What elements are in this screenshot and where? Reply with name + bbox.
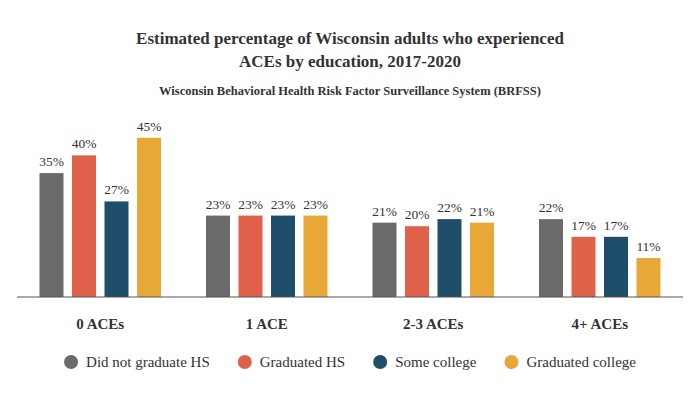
data-labels: 35% 23% 21% 22% 40% 23% 20% 17% 27% 23% 22% 17% 45% 2… [39, 119, 661, 254]
title-line: Estimated percentage of Wisconsin adults… [136, 29, 564, 48]
legend-swatch [373, 355, 387, 369]
category-label: 4+ ACEs [572, 316, 629, 332]
bar [438, 219, 462, 297]
bars [40, 138, 661, 297]
data-label: 23% [303, 197, 328, 212]
bar [470, 223, 494, 297]
legend-item: Graduated college [504, 354, 636, 370]
data-label: 23% [206, 197, 231, 212]
title-line: ACEs by education, 2017-2020 [239, 52, 461, 71]
data-label: 45% [137, 119, 162, 134]
legend-label: Graduated college [526, 354, 636, 370]
bar [105, 201, 129, 297]
data-label: 23% [271, 197, 296, 212]
title: Estimated percentage of Wisconsin adults… [136, 29, 564, 71]
data-label: 22% [437, 200, 462, 215]
data-label: 35% [39, 154, 64, 169]
legend-label: Graduated HS [260, 354, 345, 370]
bar [572, 237, 596, 297]
subtitle: Wisconsin Behavioral Health Risk Factor … [159, 84, 541, 98]
data-label: 23% [238, 197, 263, 212]
legend-item: Graduated HS [238, 354, 345, 370]
chart: Estimated percentage of Wisconsin adults… [0, 0, 700, 402]
data-label: 11% [636, 239, 660, 254]
bar [539, 219, 563, 297]
x-axis-line [17, 297, 683, 298]
legend-swatch [504, 355, 518, 369]
legend-label: Did not graduate HS [86, 354, 210, 370]
data-label: 22% [539, 200, 564, 215]
bar [239, 216, 263, 297]
bar [40, 173, 64, 297]
data-label: 20% [405, 207, 430, 222]
data-label: 21% [470, 204, 495, 219]
bar [373, 223, 397, 297]
bar [604, 237, 628, 297]
bar [137, 138, 161, 297]
bar [637, 258, 661, 297]
data-label: 21% [372, 204, 397, 219]
legend-swatch [238, 355, 252, 369]
bar [405, 226, 429, 297]
bar [304, 216, 328, 297]
legend-swatch [64, 355, 78, 369]
data-label: 17% [571, 218, 596, 233]
data-label: 17% [604, 218, 629, 233]
bar [271, 216, 295, 297]
category-label: 1 ACE [246, 316, 288, 332]
bar [72, 155, 96, 297]
legend-label: Some college [395, 354, 477, 370]
data-label: 40% [72, 136, 97, 151]
data-label: 27% [104, 182, 129, 197]
legend: Did not graduate HS Graduated HS Some coll… [64, 354, 636, 370]
bar [206, 216, 230, 297]
category-label: 0 ACEs [76, 316, 124, 332]
background [0, 0, 700, 402]
category-label: 2-3 ACEs [403, 316, 464, 332]
legend-item: Did not graduate HS [64, 354, 210, 370]
legend-item: Some college [373, 354, 477, 370]
